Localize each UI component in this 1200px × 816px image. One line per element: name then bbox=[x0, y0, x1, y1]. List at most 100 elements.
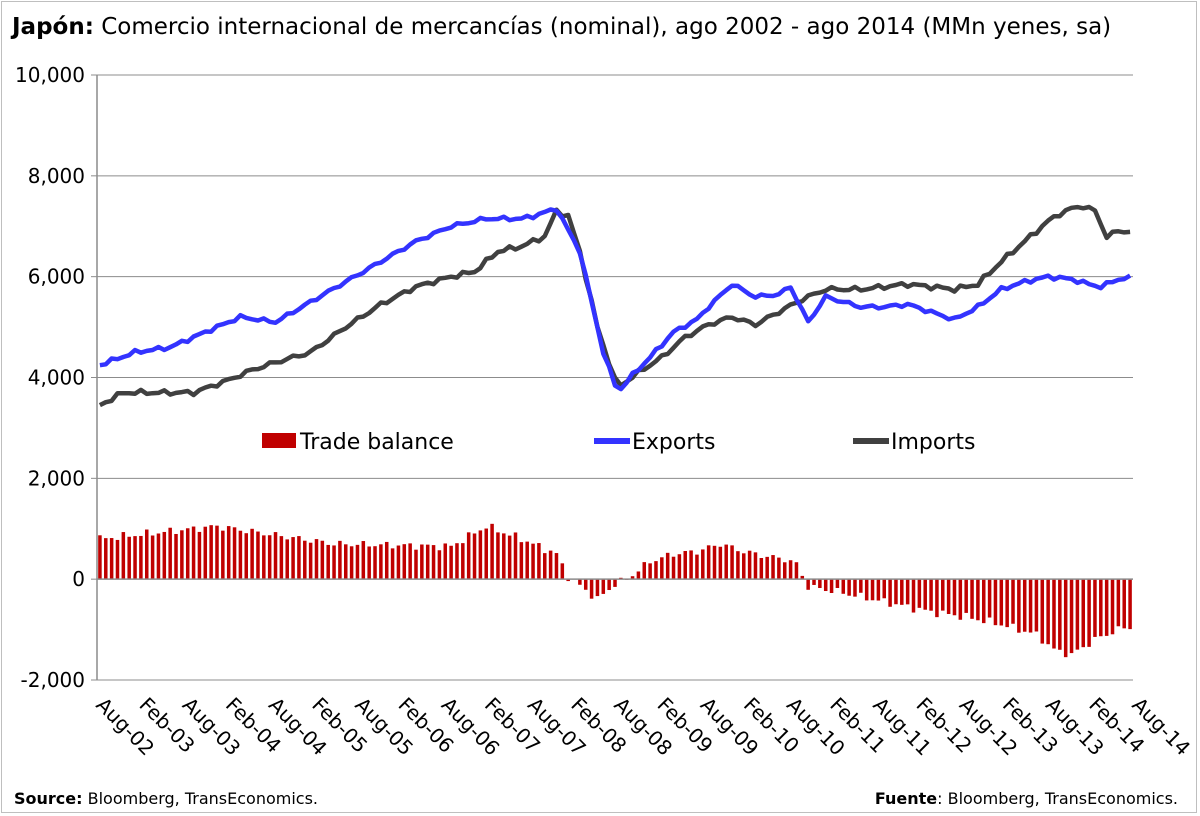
balance-bar bbox=[496, 532, 500, 580]
balance-bar bbox=[742, 553, 746, 580]
balance-bar bbox=[238, 530, 243, 580]
balance-bar bbox=[121, 532, 126, 580]
balance-bar bbox=[929, 579, 933, 611]
balance-bar bbox=[613, 579, 617, 587]
balance-bar bbox=[835, 579, 840, 589]
balance-bar bbox=[232, 527, 237, 580]
balance-bar bbox=[695, 554, 699, 580]
legend: Trade balance Exports Imports bbox=[262, 430, 975, 455]
balance-bar bbox=[531, 543, 535, 580]
balance-bar bbox=[917, 579, 922, 608]
balance-bar bbox=[425, 544, 430, 580]
y-tick-label: 10,000 bbox=[15, 63, 85, 87]
exports-line bbox=[99, 207, 1132, 392]
chart-title: Japón: Comercio internacional de mercanc… bbox=[12, 14, 1111, 40]
balance-bar bbox=[291, 537, 295, 580]
balance-bar bbox=[1063, 579, 1068, 658]
balance-bar bbox=[607, 579, 611, 591]
balance-bar bbox=[665, 552, 670, 580]
balance-bar bbox=[800, 575, 805, 580]
balance-bar bbox=[256, 531, 260, 580]
balance-bar bbox=[782, 562, 787, 580]
trade-balance-bars bbox=[98, 523, 1132, 658]
balance-bar bbox=[958, 579, 963, 620]
balance-bar bbox=[156, 533, 161, 580]
balance-bar bbox=[314, 539, 319, 580]
source-note: Source: Bloomberg, TransEconomics. bbox=[14, 789, 318, 808]
y-tick-label: -2,000 bbox=[21, 668, 85, 692]
balance-bar bbox=[677, 554, 682, 580]
balance-bar bbox=[303, 540, 307, 580]
balance-bar bbox=[701, 549, 705, 580]
balance-bar bbox=[970, 579, 974, 619]
imports-line bbox=[98, 204, 1131, 408]
axes: -2,00002,0004,0006,0008,00010,000Aug-02F… bbox=[15, 63, 1195, 760]
balance-bar bbox=[724, 544, 728, 580]
balance-bar bbox=[905, 579, 910, 605]
balance-bar bbox=[191, 526, 196, 580]
balance-bar bbox=[431, 545, 436, 580]
balance-bar bbox=[267, 535, 272, 580]
balance-bar bbox=[115, 539, 120, 580]
balance-bar bbox=[648, 563, 652, 580]
balance-bar bbox=[373, 546, 377, 580]
balance-bar bbox=[964, 579, 968, 613]
balance-bar bbox=[736, 551, 740, 580]
balance-bar bbox=[583, 579, 588, 590]
balance-bar bbox=[876, 579, 881, 601]
balance-bar bbox=[519, 542, 524, 580]
balance-bar bbox=[1005, 579, 1009, 628]
balance-bar bbox=[911, 579, 916, 613]
series-lines bbox=[98, 204, 1132, 408]
legend-label-exports: Exports bbox=[632, 430, 715, 455]
balance-bar bbox=[718, 546, 723, 580]
balance-bar bbox=[525, 541, 529, 580]
balance-bar bbox=[578, 579, 582, 585]
balance-bar bbox=[279, 536, 284, 580]
balance-bar bbox=[420, 544, 424, 580]
balance-bar bbox=[747, 550, 752, 580]
balance-bar bbox=[765, 556, 769, 580]
balance-bar bbox=[636, 571, 641, 580]
legend-label-balance: Trade balance bbox=[299, 430, 454, 455]
balance-bar bbox=[952, 579, 957, 616]
balance-bar bbox=[829, 579, 834, 594]
balance-bar bbox=[297, 536, 301, 580]
balance-bar bbox=[976, 579, 980, 621]
balance-bar bbox=[244, 533, 249, 580]
balance-bar bbox=[1116, 579, 1121, 627]
balance-bar bbox=[185, 528, 190, 580]
balance-bar bbox=[209, 525, 213, 580]
balance-bar bbox=[449, 545, 453, 580]
balance-bar bbox=[455, 543, 459, 580]
fuente-text: : Bloomberg, TransEconomics. bbox=[937, 789, 1178, 808]
balance-bar bbox=[589, 579, 594, 599]
balance-bar bbox=[999, 579, 1004, 626]
balance-bar bbox=[221, 530, 225, 580]
balance-bar bbox=[935, 579, 939, 618]
balance-bar bbox=[361, 541, 366, 580]
y-tick-label: 0 bbox=[72, 567, 85, 591]
balance-bar bbox=[946, 579, 951, 614]
balance-bar bbox=[566, 579, 570, 582]
balance-bar bbox=[777, 557, 781, 580]
balance-bar bbox=[759, 558, 764, 580]
balance-bar bbox=[1093, 579, 1097, 637]
balance-bar bbox=[349, 546, 354, 580]
balance-bar bbox=[344, 544, 348, 580]
balance-bar bbox=[402, 544, 407, 580]
balance-bar bbox=[543, 553, 547, 580]
balance-bar bbox=[923, 579, 927, 610]
balance-bar bbox=[215, 525, 219, 580]
balance-bar bbox=[595, 579, 600, 597]
balance-bar bbox=[806, 579, 810, 590]
balance-bar bbox=[1017, 579, 1021, 633]
balance-bar bbox=[355, 544, 360, 580]
balance-bar bbox=[168, 527, 172, 580]
balance-bar bbox=[1104, 579, 1109, 636]
balance-bar bbox=[730, 545, 734, 580]
balance-bar bbox=[554, 553, 559, 580]
balance-bar bbox=[671, 556, 676, 580]
balance-bar bbox=[197, 531, 202, 580]
